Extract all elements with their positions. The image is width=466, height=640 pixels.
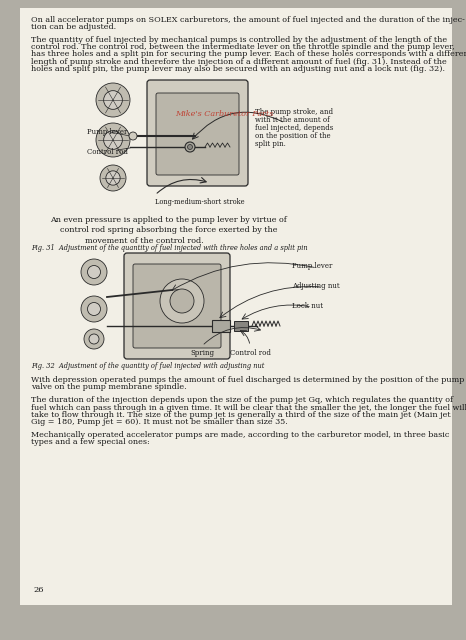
- Text: The pump stroke, and: The pump stroke, and: [255, 108, 333, 116]
- FancyBboxPatch shape: [147, 80, 248, 186]
- Circle shape: [96, 83, 130, 117]
- Text: The duration of the injection depends upon the size of the pump jet Gq, which re: The duration of the injection depends up…: [31, 396, 453, 404]
- Bar: [234, 321, 248, 331]
- Circle shape: [81, 296, 107, 322]
- Text: The quantity of fuel injected by mechanical pumps is controlled by the adjustmen: The quantity of fuel injected by mechani…: [31, 36, 447, 44]
- Circle shape: [84, 329, 104, 349]
- Text: take to flow through it. The size of the pump jet is generally a third of the si: take to flow through it. The size of the…: [31, 411, 451, 419]
- Text: With depression operated pumps the amount of fuel discharged is determined by th: With depression operated pumps the amoun…: [31, 376, 465, 384]
- Text: Spring: Spring: [190, 349, 214, 357]
- Text: Long-medium-short stroke: Long-medium-short stroke: [155, 198, 245, 206]
- Text: Pump lever: Pump lever: [292, 262, 332, 270]
- Text: holes and split pin, the pump lever may also be secured with an adjusting nut an: holes and split pin, the pump lever may …: [31, 65, 445, 73]
- Text: 26: 26: [33, 586, 43, 594]
- Text: Fig. 31  Adjustment of the quantity of fuel injected with three holes and a spli: Fig. 31 Adjustment of the quantity of fu…: [31, 244, 308, 252]
- Circle shape: [88, 266, 101, 278]
- Circle shape: [160, 279, 204, 323]
- Text: Lock nut: Lock nut: [292, 302, 323, 310]
- Text: tion can be adjusted.: tion can be adjusted.: [31, 23, 116, 31]
- Circle shape: [170, 289, 194, 313]
- Circle shape: [106, 171, 120, 185]
- Circle shape: [96, 123, 130, 157]
- Text: on the position of the: on the position of the: [255, 132, 330, 140]
- Text: control rod. The control rod, between the intermediate lever on the throttle spi: control rod. The control rod, between th…: [31, 44, 455, 51]
- Text: Mechanically operated accelerator pumps are made, according to the carburetor mo: Mechanically operated accelerator pumps …: [31, 431, 449, 439]
- Text: Mike's Carburetor Parts: Mike's Carburetor Parts: [175, 110, 274, 118]
- Text: fuel injected, depends: fuel injected, depends: [255, 124, 333, 132]
- Circle shape: [100, 165, 126, 191]
- Text: An even pressure is applied to the pump lever by virtue of
    control rod sprin: An even pressure is applied to the pump …: [50, 216, 287, 244]
- Circle shape: [129, 132, 137, 140]
- Text: Gig = 180, Pump jet = 60). It must not be smaller than size 35.: Gig = 180, Pump jet = 60). It must not b…: [31, 418, 288, 426]
- Circle shape: [88, 303, 101, 316]
- Circle shape: [187, 145, 192, 150]
- FancyBboxPatch shape: [156, 93, 239, 175]
- Circle shape: [103, 91, 123, 109]
- Text: Control rod: Control rod: [230, 349, 271, 357]
- Text: Fig. 32  Adjustment of the quantity of fuel injected with adjusting nut: Fig. 32 Adjustment of the quantity of fu…: [31, 362, 264, 370]
- FancyBboxPatch shape: [124, 253, 230, 359]
- Text: types and a few special ones:: types and a few special ones:: [31, 438, 150, 447]
- Text: length of pump stroke and therefore the injection of a different amount of fuel : length of pump stroke and therefore the …: [31, 58, 447, 66]
- Bar: [212, 320, 230, 332]
- Text: has three holes and a split pin for securing the pump lever. Each of these holes: has three holes and a split pin for secu…: [31, 51, 466, 58]
- Text: Pump lever: Pump lever: [87, 128, 127, 136]
- Circle shape: [89, 334, 99, 344]
- Circle shape: [103, 131, 123, 149]
- Text: valve on the pump membrane spindle.: valve on the pump membrane spindle.: [31, 383, 186, 391]
- Text: split pin.: split pin.: [255, 140, 286, 148]
- FancyBboxPatch shape: [133, 264, 221, 348]
- Circle shape: [185, 142, 195, 152]
- Text: Adjusting nut: Adjusting nut: [292, 282, 340, 290]
- Text: Control rod: Control rod: [87, 148, 128, 156]
- Text: fuel which can pass through in a given time. It will be clear that the smaller t: fuel which can pass through in a given t…: [31, 404, 466, 412]
- Text: On all accelerator pumps on SOLEX carburetors, the amount of fuel injected and t: On all accelerator pumps on SOLEX carbur…: [31, 16, 465, 24]
- Text: with it the amount of: with it the amount of: [255, 116, 330, 124]
- Circle shape: [81, 259, 107, 285]
